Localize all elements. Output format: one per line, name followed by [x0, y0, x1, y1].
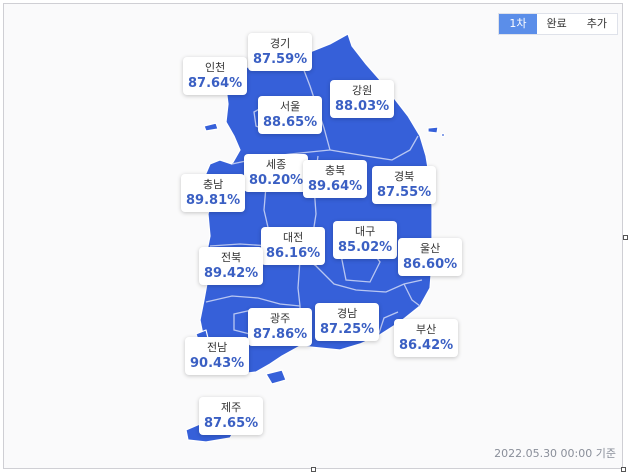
region-rate: 90.43% — [190, 356, 245, 371]
region-name: 강원 — [351, 84, 373, 97]
region-rate: 87.65% — [204, 416, 259, 431]
ganghwa-island — [203, 122, 219, 132]
region-name: 서울 — [279, 100, 301, 113]
region-label-busan[interactable]: 부산 86.42% — [394, 319, 459, 357]
region-name: 부산 — [415, 323, 437, 336]
round-tabs: 1차 완료 추가 — [498, 13, 618, 35]
region-rate: 88.03% — [335, 99, 390, 114]
region-rate: 87.64% — [188, 76, 243, 91]
resize-handle-bottom-right[interactable] — [621, 467, 626, 472]
region-name: 대전 — [282, 231, 304, 244]
region-label-ulsan[interactable]: 울산 86.60% — [398, 238, 463, 276]
region-rate: 80.20% — [249, 173, 304, 188]
region-rate: 87.25% — [320, 322, 375, 337]
region-label-incheon[interactable]: 인천 87.64% — [183, 57, 248, 95]
region-label-gyeongbuk[interactable]: 경북 87.55% — [372, 166, 437, 204]
border-ulsan — [403, 283, 421, 307]
region-rate: 87.55% — [377, 185, 432, 200]
dokdo — [440, 132, 446, 138]
region-label-daegu[interactable]: 대구 85.02% — [333, 221, 398, 259]
region-rate: 88.65% — [263, 115, 318, 130]
region-name: 경남 — [336, 307, 358, 320]
southern-islands — [265, 369, 287, 385]
resize-handle-bottom[interactable] — [311, 467, 316, 472]
region-label-sejong[interactable]: 세종 80.20% — [244, 154, 309, 192]
tab-completed[interactable]: 완료 — [546, 17, 567, 30]
region-label-gangwon[interactable]: 강원 88.03% — [330, 80, 395, 118]
region-label-jeju[interactable]: 제주 87.65% — [199, 397, 264, 435]
region-rate: 86.42% — [399, 338, 454, 353]
region-name: 경북 — [393, 170, 415, 183]
region-rate: 85.02% — [338, 240, 393, 255]
border-gangwon-gyeongbuk — [329, 135, 419, 161]
reference-time: 2022.05.30 00:00 기준 — [494, 447, 616, 460]
region-rate: 86.16% — [266, 246, 321, 261]
region-name: 충남 — [202, 178, 224, 191]
region-label-gwangju[interactable]: 광주 87.86% — [248, 308, 313, 346]
region-label-gyeonggi[interactable]: 경기 87.59% — [248, 33, 313, 71]
border-jeonbuk-jeonnam — [205, 295, 301, 307]
region-name: 세종 — [265, 158, 287, 171]
region-name: 제주 — [220, 401, 242, 414]
region-rate: 87.59% — [253, 52, 308, 67]
region-rate: 89.64% — [308, 179, 363, 194]
region-name: 대구 — [354, 225, 376, 238]
region-label-daejeon[interactable]: 대전 86.16% — [261, 227, 326, 265]
region-rate: 87.86% — [253, 327, 308, 342]
region-label-chungnam[interactable]: 충남 89.81% — [181, 174, 246, 212]
region-name: 광주 — [269, 312, 291, 325]
region-name: 인천 — [204, 61, 226, 74]
tab-additional[interactable]: 추가 — [586, 17, 607, 30]
region-label-jeonnam[interactable]: 전남 90.43% — [185, 337, 250, 375]
region-name: 울산 — [419, 242, 441, 255]
region-rate: 89.81% — [186, 193, 241, 208]
tab-first-round[interactable]: 1차 — [499, 14, 537, 34]
region-label-seoul[interactable]: 서울 88.65% — [258, 96, 323, 134]
border-gyeongbuk-gyeongnam — [315, 265, 423, 293]
region-name: 전북 — [220, 251, 242, 264]
region-rate: 86.60% — [403, 257, 458, 272]
region-label-gyeongnam[interactable]: 경남 87.25% — [315, 303, 380, 341]
region-rate: 89.42% — [204, 266, 259, 281]
border-busan — [377, 311, 399, 337]
ulleungdo — [427, 126, 439, 134]
region-name: 경기 — [269, 37, 291, 50]
region-label-chungbuk[interactable]: 충북 89.64% — [303, 160, 368, 198]
region-name: 전남 — [206, 341, 228, 354]
region-name: 충북 — [324, 164, 346, 177]
region-label-jeonbuk[interactable]: 전북 89.42% — [199, 247, 264, 285]
